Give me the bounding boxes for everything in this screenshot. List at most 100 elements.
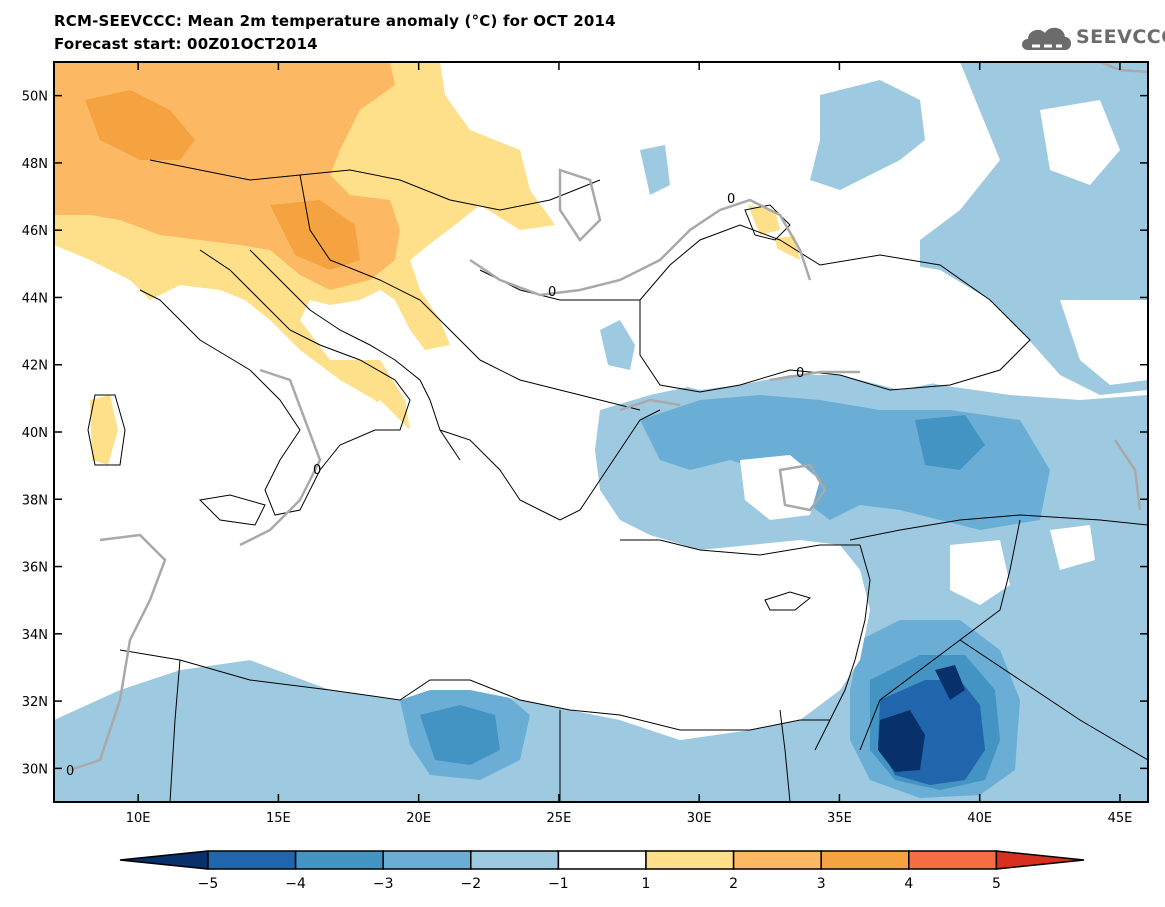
longitude-tick-label: 25E	[547, 811, 572, 826]
mediterranean-sea	[54, 400, 870, 740]
border-2	[299, 174, 481, 361]
colorbar-segment	[820, 850, 910, 870]
longitude-tick-label: 35E	[827, 811, 852, 826]
seevccc-logo: SEEVCCC	[1018, 22, 1165, 54]
border-1	[149, 159, 601, 211]
latitude-tick-label: 50N	[22, 90, 48, 105]
longitude-tick-label: 10E	[126, 811, 151, 826]
latitude-tick-label: 30N	[22, 762, 48, 777]
cloud-icon	[1022, 27, 1071, 50]
neutral-hole-2	[950, 540, 1010, 605]
latitude-axis: 30N 32N 34N 36N 38N 40N 42N 44N 46N 48N 50N	[22, 90, 1148, 777]
latitude-tick-label: 44N	[22, 291, 48, 306]
longitude-tick-label: 40E	[967, 811, 992, 826]
black-sea-coast	[639, 224, 1031, 393]
border-5	[849, 514, 1148, 541]
latitude-tick-label: 42N	[22, 359, 48, 374]
latitude-tick-label: 32N	[22, 695, 48, 710]
longitude-tick-label: 15E	[266, 811, 291, 826]
colorbar-label: −3	[373, 876, 394, 892]
zero-contour-1	[558, 168, 602, 242]
zero-contour-6	[69, 533, 167, 772]
zero-contour-3	[769, 370, 860, 382]
colorbar-label: −4	[285, 876, 306, 892]
colorbar-arrow-high	[995, 850, 1085, 870]
colorbar-label: 2	[729, 876, 738, 892]
cold-region-north-3	[1060, 300, 1148, 385]
map-title: RCM-SEEVCCC: Mean 2m temperature anomaly…	[54, 12, 616, 30]
colorbar-segment	[908, 850, 998, 870]
colorbar-label: −2	[460, 876, 481, 892]
warm-crimea	[748, 205, 780, 235]
longitude-tick-label: 30E	[687, 811, 712, 826]
italy-coast	[139, 249, 411, 516]
sardinia-coast	[87, 394, 126, 466]
border-8	[779, 709, 791, 802]
zero-contour-8	[1113, 439, 1142, 511]
black-sea	[640, 235, 1030, 390]
crimea-coast	[744, 204, 791, 241]
colorbar-segment	[207, 850, 297, 870]
colorbar-label: −5	[198, 876, 219, 892]
forecast-start-label: Forecast start: 00Z01OCT2014	[54, 35, 318, 53]
colorbar-segment	[382, 850, 472, 870]
africa-north-coast	[119, 649, 830, 731]
latitude-tick-label: 38N	[22, 493, 48, 508]
latitude-tick-label: 40N	[22, 426, 48, 441]
cyprus-coast	[764, 591, 812, 611]
colorbar-label: 3	[817, 876, 826, 892]
latitude-tick-label: 34N	[22, 628, 48, 643]
cold-libya-2	[420, 705, 500, 765]
latitude-tick-label: 48N	[22, 157, 48, 172]
warm-region-4	[270, 200, 360, 270]
colorbar-label: 1	[642, 876, 651, 892]
greece-coast	[439, 409, 661, 521]
zero-contour-label: 0	[548, 285, 556, 300]
colorbar-label: −1	[548, 876, 569, 892]
colorbar-arrow-low	[119, 850, 209, 870]
zero-contour-2	[469, 198, 812, 297]
warm-sicily-south	[200, 480, 260, 515]
logo-text: SEEVCCC	[1076, 26, 1165, 48]
longitude-tick-label: 45E	[1108, 811, 1133, 826]
zero-contour-label: 0	[796, 366, 804, 381]
neutral-hole-1	[740, 455, 820, 520]
adriatic-east-coast	[249, 249, 461, 461]
colorbar-label: 5	[992, 876, 1001, 892]
coastlines	[87, 159, 1148, 802]
zero-contour-5	[239, 368, 322, 547]
zero-contour-4	[778, 463, 827, 512]
cold-moldova	[640, 145, 670, 195]
colorbar-segment	[645, 850, 735, 870]
neutral-hole-4	[1040, 100, 1120, 185]
zero-contour-label: 0	[313, 463, 321, 478]
anomaly-field	[54, 62, 1148, 802]
cold-core-levant-4	[878, 710, 925, 772]
latitude-tick-label: 46N	[22, 224, 48, 239]
warm-corsica	[90, 395, 118, 465]
colorbar-segment	[294, 850, 384, 870]
colorbar: −5 −4 −3 −2 −1 1 2 3 4 5	[119, 850, 1085, 892]
zero-contour-label: 0	[727, 192, 735, 207]
border-7	[959, 639, 1148, 761]
zero-contour-label: 0	[66, 764, 74, 779]
colorbar-segment	[732, 850, 822, 870]
zero-contour-9	[619, 398, 681, 412]
cold-core-anatolia	[915, 415, 985, 470]
cold-core-levant-5	[935, 665, 965, 700]
colorbar-segment	[470, 850, 560, 870]
longitude-axis: 10E 15E 20E 25E 30E 35E 40E 45E	[126, 62, 1133, 826]
sicily-coast	[198, 494, 266, 526]
colorbar-segment	[557, 850, 647, 870]
turkey-south-coast	[620, 539, 860, 556]
latitude-tick-label: 36N	[22, 561, 48, 576]
cold-region-north-1	[810, 80, 925, 190]
border-10	[169, 659, 181, 802]
zero-contours	[69, 62, 1148, 772]
longitude-tick-label: 20E	[406, 811, 431, 826]
neutral-hole-3	[1050, 525, 1095, 570]
warm-region-3	[85, 90, 195, 160]
cold-bulgaria	[600, 320, 635, 370]
colorbar-label: 4	[904, 876, 913, 892]
